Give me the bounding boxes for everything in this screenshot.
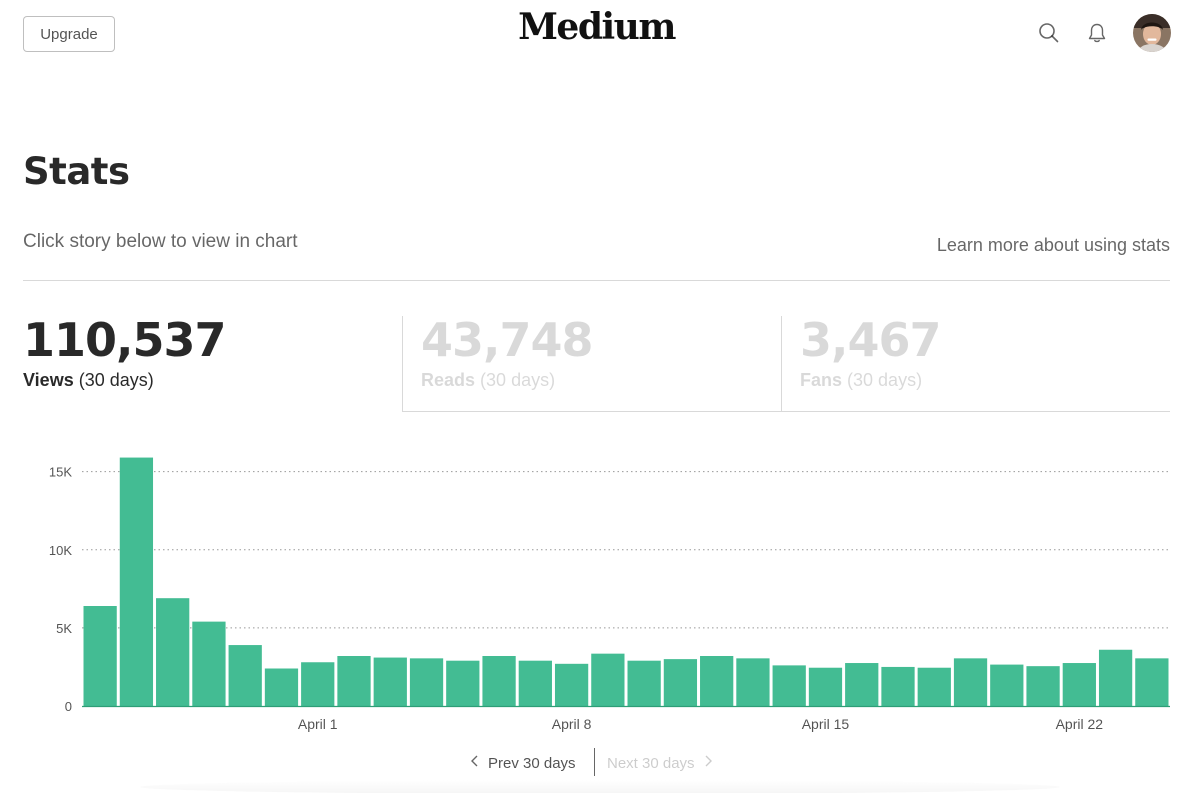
views-label: Views (30 days) xyxy=(23,370,226,391)
reads-period: (30 days) xyxy=(480,370,556,390)
medium-logo[interactable]: Medium xyxy=(518,6,676,48)
chart-bar[interactable] xyxy=(373,657,407,706)
chart-bar[interactable] xyxy=(301,662,335,706)
chart-bar[interactable] xyxy=(119,457,154,706)
chart-bar[interactable] xyxy=(156,598,190,706)
prev-30-days-button[interactable]: Prev 30 days xyxy=(470,754,576,772)
chart-bar[interactable] xyxy=(990,664,1024,706)
chart-bar[interactable] xyxy=(591,653,625,706)
x-tick-label: April 8 xyxy=(552,716,592,732)
views-count: 110,537 xyxy=(23,313,227,367)
tab-views[interactable]: 110,537 Views (30 days) xyxy=(23,316,402,412)
y-tick-label: 10K xyxy=(49,543,72,558)
fans-label-title: Fans xyxy=(800,370,843,390)
chart-bar[interactable] xyxy=(1026,666,1060,706)
chart-bar[interactable] xyxy=(1098,649,1133,706)
fans-label: Fans (30 days) xyxy=(800,370,941,391)
search-icon[interactable] xyxy=(1036,20,1062,46)
chart-bar[interactable] xyxy=(446,660,480,706)
chart-svg: 0 5K 10K 15K April 1 April 8 April 15 April 22 xyxy=(49,457,1170,732)
x-tick-label: April 1 xyxy=(298,716,338,732)
page-subtitle: Click story below to view in chart xyxy=(23,231,298,252)
chart-bar[interactable] xyxy=(192,621,226,706)
tab-reads[interactable]: 43,748 Reads (30 days) xyxy=(402,316,781,412)
views-period: (30 days) xyxy=(78,370,154,390)
chart-bar[interactable] xyxy=(228,645,262,706)
chart-bar[interactable] xyxy=(736,658,770,706)
next-30-days-label: Next 30 days xyxy=(607,754,695,772)
pager-separator xyxy=(594,748,595,776)
y-tick-label: 5K xyxy=(56,621,72,636)
chart-bar[interactable] xyxy=(881,666,915,706)
divider xyxy=(23,280,1170,281)
x-tick-label: April 15 xyxy=(802,716,850,732)
chart-bar[interactable] xyxy=(845,663,879,706)
chart-bar[interactable] xyxy=(83,606,117,706)
chevron-right-icon xyxy=(703,754,713,772)
chart-bar[interactable] xyxy=(1062,663,1096,706)
reads-label-title: Reads xyxy=(421,370,476,390)
fans-count: 3,467 xyxy=(800,313,942,367)
views-label-title: Views xyxy=(23,370,74,390)
bell-icon[interactable] xyxy=(1084,20,1110,46)
learn-more-link[interactable]: Learn more about using stats xyxy=(936,235,1170,255)
x-tick-label: April 22 xyxy=(1056,716,1104,732)
chart-bar[interactable] xyxy=(337,656,371,706)
chart-bar[interactable] xyxy=(700,656,734,706)
y-tick-label: 0 xyxy=(65,699,72,714)
chart-bar[interactable] xyxy=(1135,658,1169,706)
chevron-left-icon xyxy=(470,754,480,772)
chart-bar[interactable] xyxy=(409,658,444,706)
prev-30-days-label: Prev 30 days xyxy=(488,754,576,772)
chart-bar[interactable] xyxy=(482,656,516,706)
chart-bar[interactable] xyxy=(663,659,698,706)
chart-bar[interactable] xyxy=(264,668,299,707)
chart-bar[interactable] xyxy=(808,667,843,706)
chart-bar[interactable] xyxy=(518,660,552,706)
y-tick-label: 15K xyxy=(49,465,72,480)
footer-shadow xyxy=(140,780,1060,793)
upgrade-button[interactable]: Upgrade xyxy=(23,16,115,52)
page-title: Stats xyxy=(23,150,130,193)
pagination: Prev 30 days Next 30 days xyxy=(0,748,1200,778)
reads-label: Reads (30 days) xyxy=(421,370,593,391)
reads-count: 43,748 xyxy=(421,313,594,367)
chart-bar[interactable] xyxy=(772,665,806,706)
views-chart: 0 5K 10K 15K April 1 April 8 April 15 April 22 xyxy=(0,440,1200,740)
chart-bar[interactable] xyxy=(554,663,589,706)
chart-bar[interactable] xyxy=(917,667,951,706)
tab-fans[interactable]: 3,467 Fans (30 days) xyxy=(781,316,1170,412)
fans-period: (30 days) xyxy=(847,370,923,390)
avatar[interactable] xyxy=(1133,14,1171,52)
next-30-days-button[interactable]: Next 30 days xyxy=(607,754,713,772)
chart-bar[interactable] xyxy=(953,658,988,706)
chart-bar[interactable] xyxy=(627,660,661,706)
